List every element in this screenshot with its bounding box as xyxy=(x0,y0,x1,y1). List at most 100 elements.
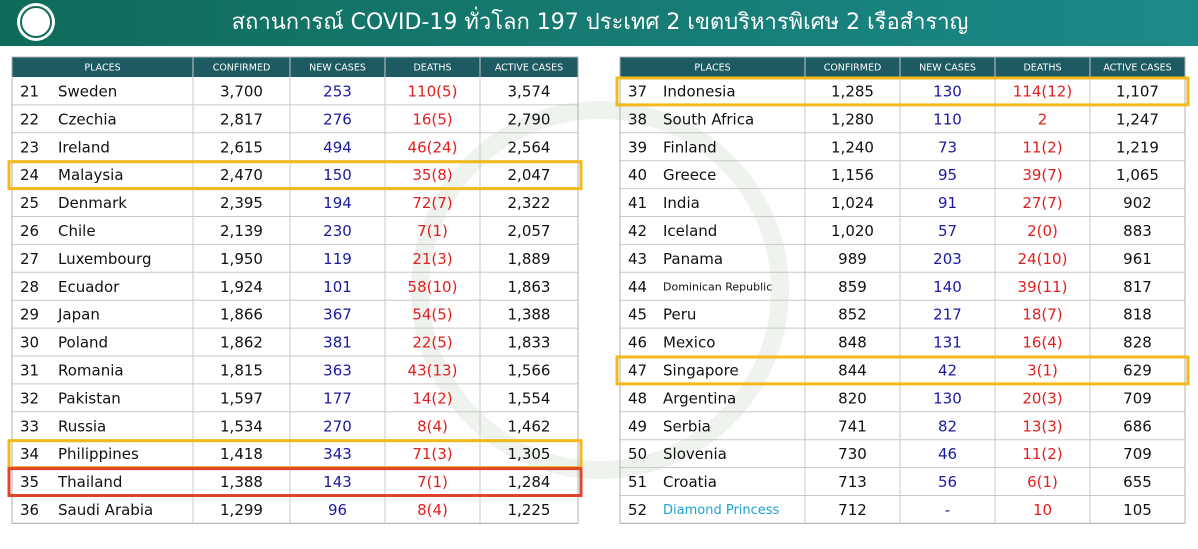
cell-value: 35(8) xyxy=(412,166,452,184)
cell-value: 1,597 xyxy=(220,389,263,407)
watermark xyxy=(411,101,789,479)
cell-value: 46 xyxy=(938,445,957,463)
place-name: Pakistan xyxy=(58,389,121,407)
cell-value: 110 xyxy=(933,110,962,128)
cell-value: 713 xyxy=(838,473,867,491)
cell-value: 22(5) xyxy=(412,334,452,352)
cell-value: 7(1) xyxy=(417,222,448,240)
cell-value: 270 xyxy=(323,417,352,435)
rank: 43 xyxy=(628,250,647,268)
cell-value: 852 xyxy=(838,306,867,324)
row-highlight xyxy=(7,160,583,191)
rank: 24 xyxy=(20,166,39,184)
cell-value: 3,700 xyxy=(220,82,263,100)
cell-value: 1,388 xyxy=(220,473,263,491)
rank: 34 xyxy=(20,445,39,463)
place-name: Iceland xyxy=(663,222,717,240)
cell-value: 16(4) xyxy=(1022,334,1062,352)
cell-value: 1,284 xyxy=(508,473,551,491)
cell-value: 1,020 xyxy=(831,222,874,240)
rank: 47 xyxy=(628,361,647,379)
cell-value: 343 xyxy=(323,445,352,463)
cell-value: 57 xyxy=(938,222,957,240)
cell-value: 91 xyxy=(938,194,957,212)
column-header: NEW CASES xyxy=(919,63,976,74)
cell-value: 818 xyxy=(1123,306,1152,324)
cell-value: 1,566 xyxy=(508,361,551,379)
cell-value: 72(7) xyxy=(412,194,452,212)
cell-value: 1,815 xyxy=(220,361,263,379)
cell-value: 8(4) xyxy=(417,501,448,519)
cell-value: 14(2) xyxy=(412,389,452,407)
rank: 50 xyxy=(628,445,647,463)
table-header xyxy=(12,57,578,77)
rank: 32 xyxy=(20,389,39,407)
page-title: สถานการณ์ COVID-19 ทั่วโลก 197 ประเทศ 2 … xyxy=(232,6,969,35)
row-highlight xyxy=(615,76,1190,107)
cell-value: 71(3) xyxy=(412,445,452,463)
header-bar xyxy=(0,0,1198,46)
cell-value: 1,305 xyxy=(508,445,551,463)
column-header: NEW CASES xyxy=(309,63,366,74)
rank: 52 xyxy=(628,501,647,519)
cell-value: 712 xyxy=(838,501,867,519)
place-name: Sweden xyxy=(58,82,117,100)
rank: 22 xyxy=(20,110,39,128)
cell-value: 194 xyxy=(323,194,352,212)
rank: 48 xyxy=(628,389,647,407)
cell-value: 95 xyxy=(938,166,957,184)
rank: 42 xyxy=(628,222,647,240)
cell-value: 1,225 xyxy=(508,501,551,519)
cell-value: 2,322 xyxy=(508,194,551,212)
rank: 30 xyxy=(20,334,39,352)
cell-value: 131 xyxy=(933,334,962,352)
table-header xyxy=(620,57,1185,77)
logo xyxy=(17,3,55,41)
cell-value: 848 xyxy=(838,334,867,352)
rank: 35 xyxy=(20,473,39,491)
rank: 36 xyxy=(20,501,39,519)
cell-value: 1,862 xyxy=(220,334,263,352)
column-header: PLACES xyxy=(84,63,120,74)
cell-value: 494 xyxy=(323,138,352,156)
place-name: Czechia xyxy=(58,110,117,128)
cell-value: 1,554 xyxy=(508,389,551,407)
rank: 39 xyxy=(628,138,647,156)
cell-value: 130 xyxy=(933,389,962,407)
cell-value: 2 xyxy=(1038,110,1048,128)
cell-value: 2(0) xyxy=(1027,222,1058,240)
place-name: Romania xyxy=(58,361,124,379)
place-name: Finland xyxy=(663,138,717,156)
cell-value: 43(13) xyxy=(408,361,458,379)
place-name: Dominican Republic xyxy=(663,280,772,293)
cell-value: 1,065 xyxy=(1116,166,1159,184)
cell-value: 27(7) xyxy=(1022,194,1062,212)
place-name: Philippines xyxy=(58,445,139,463)
cell-value: 989 xyxy=(838,250,867,268)
cell-value: 21(3) xyxy=(412,250,452,268)
cell-value: 110(5) xyxy=(408,82,458,100)
place-name: Ireland xyxy=(58,138,110,156)
cell-value: 1,462 xyxy=(508,417,551,435)
cell-value: 203 xyxy=(933,250,962,268)
cell-value: 1,950 xyxy=(220,250,263,268)
cell-value: 143 xyxy=(323,473,352,491)
place-name: Serbia xyxy=(663,417,711,435)
cell-value: 3(1) xyxy=(1027,361,1058,379)
cell-value: 18(7) xyxy=(1022,306,1062,324)
place-name: Slovenia xyxy=(663,445,727,463)
place-name: Diamond Princess xyxy=(663,503,780,518)
cell-value: 1,219 xyxy=(1116,138,1159,156)
cell-value: 2,564 xyxy=(508,138,551,156)
cell-value: 8(4) xyxy=(417,417,448,435)
place-name: Thailand xyxy=(57,473,122,491)
rank: 51 xyxy=(628,473,647,491)
place-name: Greece xyxy=(663,166,716,184)
cell-value: 96 xyxy=(328,501,347,519)
cell-value: 54(5) xyxy=(412,306,452,324)
cell-value: 16(5) xyxy=(412,110,452,128)
cell-value: 82 xyxy=(938,417,957,435)
cell-value: 11(2) xyxy=(1022,138,1062,156)
cell-value: 709 xyxy=(1123,445,1152,463)
